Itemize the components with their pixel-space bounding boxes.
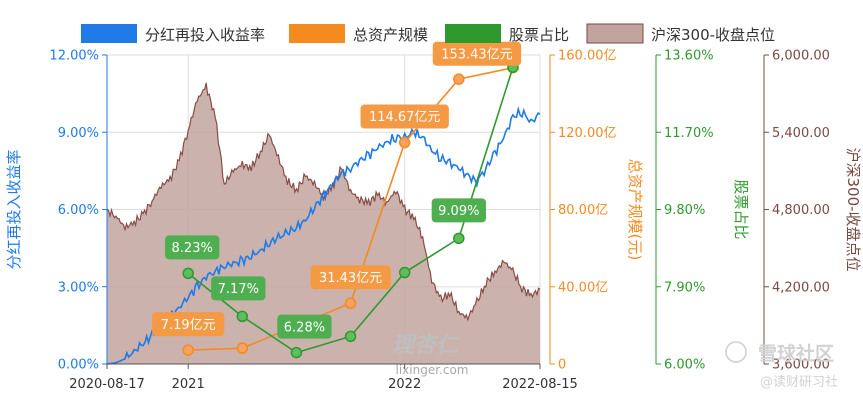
legend-swatch: [445, 24, 501, 43]
stock-data-label: 9.09%: [438, 204, 479, 219]
legend-swatch: [81, 24, 137, 43]
aum-series: [182, 61, 519, 356]
stock-data-label: 8.23%: [172, 241, 213, 256]
aum-point: [344, 297, 357, 310]
x-tick-label: 2020-08-17: [69, 377, 145, 392]
aum-data-label: 31.43亿元: [319, 271, 382, 286]
legend-item[interactable]: 股票占比: [445, 24, 569, 44]
corner-watermark-title: 雪球社区: [758, 342, 834, 365]
axes: 0.00% 3.00% 6.00% 9.00% 12.00% 分红再投入收益率 2020-0…: [5, 49, 862, 393]
stock-data-label: 7.17%: [218, 282, 259, 297]
stock-data-label-box: [431, 198, 486, 223]
aum-data-label: 114.67亿元: [369, 110, 441, 125]
aum-line: [188, 66, 514, 351]
y-stock-tick-label: 6.00%: [664, 358, 705, 373]
y-index-tick-label: 6,000.00: [772, 49, 830, 64]
xueqiu-logo-icon: [725, 341, 747, 363]
y-aum-tick-label: 40.00亿: [558, 280, 608, 295]
y-return-tick-label: 12.00%: [49, 49, 99, 64]
aum-point: [398, 136, 411, 149]
y-aum-tick-label: 0: [558, 358, 566, 373]
y-index-tick-label: 4,200.00: [772, 280, 830, 295]
stock-point: [290, 346, 303, 359]
y-aum-tick-label: 120.00亿: [558, 126, 617, 141]
aum-data-label-box: [432, 41, 522, 66]
stock-data-label-box: [211, 276, 266, 301]
stock-point: [182, 267, 194, 280]
legend-item[interactable]: 沪深300-收盘点位: [586, 23, 775, 44]
aum-data-label-box: [152, 312, 225, 337]
stock-data-label-box: [277, 314, 332, 339]
aum-data-label: 7.19亿元: [161, 318, 216, 333]
index-line: [106, 82, 541, 322]
corner-watermark: 雪球社区 @读财研习社: [725, 341, 838, 390]
aum-point: [182, 344, 194, 356]
legend-swatch: [586, 23, 644, 44]
watermark-url: lixinger.com: [396, 363, 469, 377]
y-return-axis-title: 分红再投入收益率: [5, 149, 23, 269]
aum-data-label: 153.43亿元: [441, 47, 513, 62]
y-return-tick-label: 9.00%: [58, 126, 99, 141]
y-return-tick-label: 6.00%: [58, 203, 99, 218]
watermark: 理杏仁 lixinger.com: [392, 333, 469, 377]
y-index-tick-label: 3,600.00: [772, 358, 830, 373]
aum-data-label-box: [310, 265, 391, 290]
stock-point: [398, 266, 411, 279]
y-return-tick-label: 3.00%: [58, 280, 99, 295]
legend-label: 总资产规模: [353, 26, 428, 44]
x-tick-label: 2022-08-15: [502, 377, 578, 392]
y-stock-axis-title: 股票占比: [732, 179, 750, 239]
y-index-axis-title: 沪深300-收盘点位: [844, 147, 862, 271]
y-stock-tick-label: 11.70%: [664, 126, 714, 141]
legend-label: 沪深300-收盘点位: [651, 26, 775, 44]
y-index-tick-label: 5,400.00: [772, 126, 830, 141]
return-line-path: [106, 105, 541, 365]
aum-point: [453, 73, 465, 85]
y-stock-tick-label: 7.90%: [664, 280, 705, 295]
legend-label: 分红再投入收益率: [145, 26, 265, 44]
y-aum-tick-label: 80.00亿: [558, 203, 608, 218]
y-stock-tick-label: 13.60%: [664, 49, 714, 64]
legend-swatch: [289, 24, 345, 43]
stock-series: [182, 61, 519, 359]
x-tick-label: 2022: [388, 377, 421, 392]
stock-point: [236, 310, 249, 323]
legend-label: 股票占比: [509, 26, 569, 44]
aum-data-label-box: [360, 104, 449, 129]
x-tick-label: 2021: [172, 377, 205, 392]
stock-data-label: 6.28%: [284, 320, 325, 335]
legend-item[interactable]: 总资产规模: [289, 24, 428, 44]
y-return-tick-label: 0.00%: [58, 358, 99, 373]
corner-watermark-handle: @读财研习社: [760, 374, 838, 390]
data-labels: 7.19亿元 31.43亿元 114.67亿元 153.43亿元 8.23% 7.17% 6…: [152, 41, 522, 339]
y-index-tick-label: 4,800.00: [772, 203, 830, 218]
y-aum-tick-label: 160.00亿: [558, 49, 617, 64]
watermark-logo-text: 理杏仁: [392, 333, 461, 358]
y-stock-tick-label: 9.80%: [664, 203, 705, 218]
stock-point: [344, 330, 357, 343]
y-aum-axis-title: 总资产规模(元): [626, 159, 644, 261]
legend-item[interactable]: 分红再投入收益率: [81, 24, 265, 44]
stock-point: [453, 232, 465, 245]
legend[interactable]: 分红再投入收益率 总资产规模 股票占比 沪深300-收盘点位: [81, 23, 775, 44]
stock-data-label-box: [165, 235, 220, 260]
return-line: [106, 105, 541, 365]
aum-point: [236, 342, 249, 354]
